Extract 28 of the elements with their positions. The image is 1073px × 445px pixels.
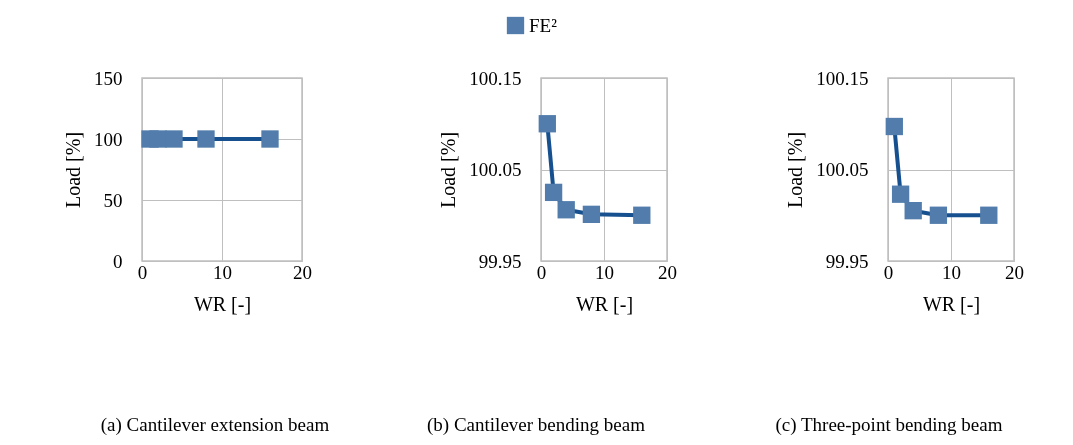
y-tick-label: 100.15 xyxy=(469,67,522,89)
x-tick-label: 0 xyxy=(137,261,148,283)
x-tick-label: 10 xyxy=(942,261,961,283)
x-axis-title: WR [-] xyxy=(922,292,981,315)
x-tick-label: 20 xyxy=(293,261,312,283)
x-tick-label: 20 xyxy=(658,261,677,283)
text: (a) Cantilever extension beam xyxy=(100,414,330,436)
x-tick-label: 20 xyxy=(1005,261,1024,283)
x-tick-label: 10 xyxy=(595,261,614,283)
y-tick-label: 99.95 xyxy=(825,250,869,272)
x-tick-label: 10 xyxy=(213,261,232,283)
text: (b) Cantilever bending beam xyxy=(427,414,646,436)
y-tick-label: 150 xyxy=(94,67,123,89)
x-tick-label: 0 xyxy=(883,261,894,283)
y-tick-label: 100.05 xyxy=(469,159,522,180)
y-tick-label: 50 xyxy=(103,189,123,211)
x-tick-label: 0 xyxy=(536,261,547,283)
legend-label: FE² xyxy=(529,14,558,36)
y-tick-label: 100 xyxy=(94,128,123,150)
y-axis-title: Load [%] xyxy=(437,131,460,209)
y-tick-label: 100.15 xyxy=(816,67,869,89)
y-tick-label: 99.95 xyxy=(478,250,522,272)
y-tick-label: 100.05 xyxy=(816,159,869,180)
x-axis-title: WR [-] xyxy=(575,292,634,315)
text: (c) Three-point bending beam xyxy=(775,414,1003,436)
y-axis-title: Load [%] xyxy=(62,131,84,209)
y-axis-title: Load [%] xyxy=(784,131,807,209)
x-axis-title: WR [-] xyxy=(193,292,252,315)
